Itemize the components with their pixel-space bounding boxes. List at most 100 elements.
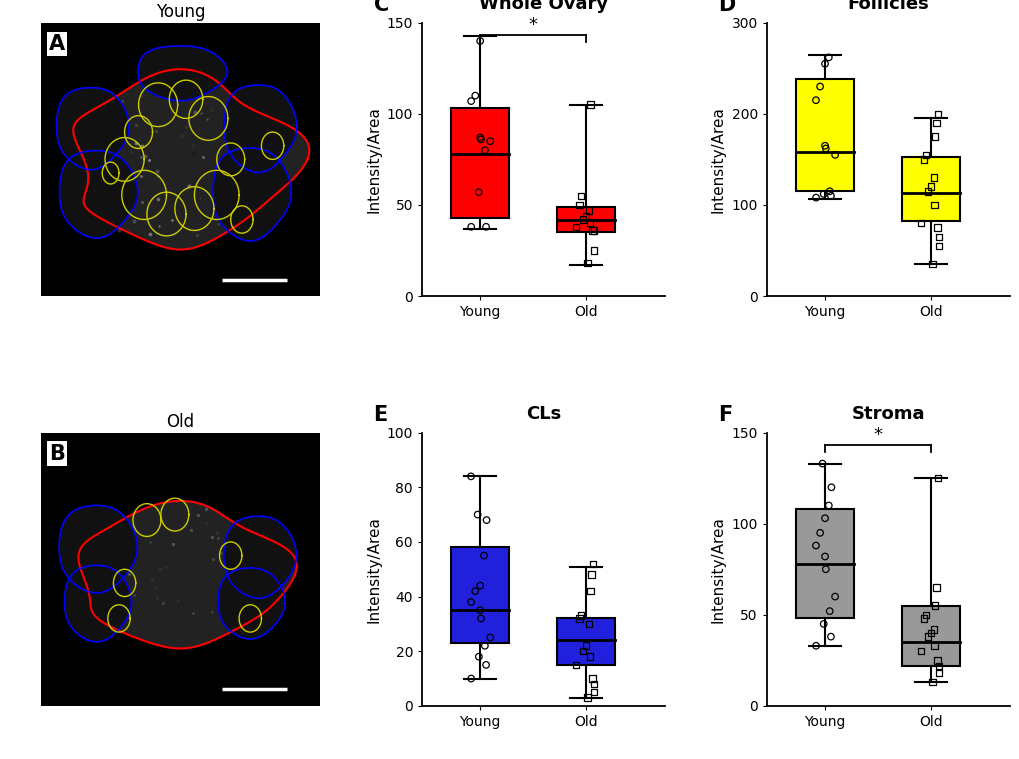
Point <box>470 186 486 198</box>
Text: *: * <box>528 16 537 33</box>
Point <box>927 581 944 594</box>
Point <box>584 672 600 685</box>
Point <box>585 686 601 698</box>
Point <box>820 499 837 512</box>
Point <box>816 140 833 152</box>
Point <box>463 471 479 483</box>
Point <box>476 640 492 652</box>
Point <box>928 654 945 666</box>
Point <box>923 676 940 688</box>
Point <box>584 225 600 237</box>
Point <box>571 199 587 211</box>
Point <box>472 131 488 143</box>
Point <box>926 600 943 612</box>
Point <box>472 604 488 616</box>
Point <box>573 190 589 202</box>
Point <box>575 645 591 657</box>
Point <box>575 213 591 225</box>
Point <box>926 131 943 143</box>
Point <box>817 563 834 575</box>
Text: B: B <box>49 443 65 464</box>
Point <box>912 217 928 229</box>
Polygon shape <box>59 150 138 238</box>
Point <box>807 540 823 552</box>
Point <box>469 509 485 521</box>
Point <box>482 135 498 147</box>
Point <box>463 221 479 233</box>
Text: D: D <box>717 0 735 15</box>
Point <box>815 188 832 200</box>
Point <box>820 605 837 617</box>
Bar <box>795 509 853 619</box>
Point <box>929 108 946 120</box>
Title: Follicles: Follicles <box>847 0 928 13</box>
Point <box>573 609 589 622</box>
Point <box>822 190 839 202</box>
Point <box>571 613 587 625</box>
Bar <box>556 206 614 232</box>
Point <box>582 99 598 111</box>
Bar <box>901 606 959 666</box>
Point <box>925 199 942 211</box>
Point <box>579 257 595 269</box>
Text: C: C <box>373 0 388 15</box>
Point <box>568 221 584 233</box>
Point <box>568 659 584 671</box>
Point <box>583 568 599 581</box>
Point <box>816 512 833 524</box>
Point <box>470 650 486 663</box>
Point <box>925 623 942 635</box>
Title: Stroma: Stroma <box>851 405 924 423</box>
Point <box>813 458 829 470</box>
Point <box>817 143 834 155</box>
Point <box>472 35 488 47</box>
Point <box>578 209 594 222</box>
Point <box>912 645 928 657</box>
Title: Young: Young <box>156 3 205 21</box>
Point <box>930 240 947 252</box>
Polygon shape <box>138 46 227 101</box>
Point <box>922 181 938 193</box>
Point <box>923 258 940 270</box>
Text: E: E <box>373 405 387 425</box>
Bar <box>450 547 508 643</box>
Y-axis label: Intensity/Area: Intensity/Area <box>366 106 381 213</box>
Polygon shape <box>224 85 297 172</box>
Point <box>482 631 498 644</box>
Point <box>478 659 494 671</box>
Point <box>473 613 489 625</box>
Title: Whole Ovary: Whole Ovary <box>479 0 607 13</box>
Bar <box>556 619 614 665</box>
Point <box>816 58 833 70</box>
Text: *: * <box>872 426 881 443</box>
Polygon shape <box>213 148 291 241</box>
Point <box>919 631 935 643</box>
Point <box>581 618 597 630</box>
Point <box>811 527 827 539</box>
Point <box>581 204 597 216</box>
Point <box>815 618 832 630</box>
Point <box>807 191 823 203</box>
Point <box>475 550 491 562</box>
Point <box>585 244 601 257</box>
Point <box>463 596 479 608</box>
Polygon shape <box>59 505 138 593</box>
Point <box>925 640 942 652</box>
Point <box>807 640 823 652</box>
Polygon shape <box>73 69 309 250</box>
Point <box>929 660 946 672</box>
Point <box>820 52 837 64</box>
Point <box>917 149 933 161</box>
Text: F: F <box>717 405 732 425</box>
Point <box>467 585 483 597</box>
Point <box>929 472 946 484</box>
Point <box>811 80 827 93</box>
Point <box>463 672 479 685</box>
Polygon shape <box>223 516 297 598</box>
Point <box>820 185 837 197</box>
Point <box>925 172 942 184</box>
Bar <box>450 109 508 218</box>
Point <box>578 640 594 652</box>
Point <box>478 514 494 526</box>
Point <box>472 580 488 592</box>
